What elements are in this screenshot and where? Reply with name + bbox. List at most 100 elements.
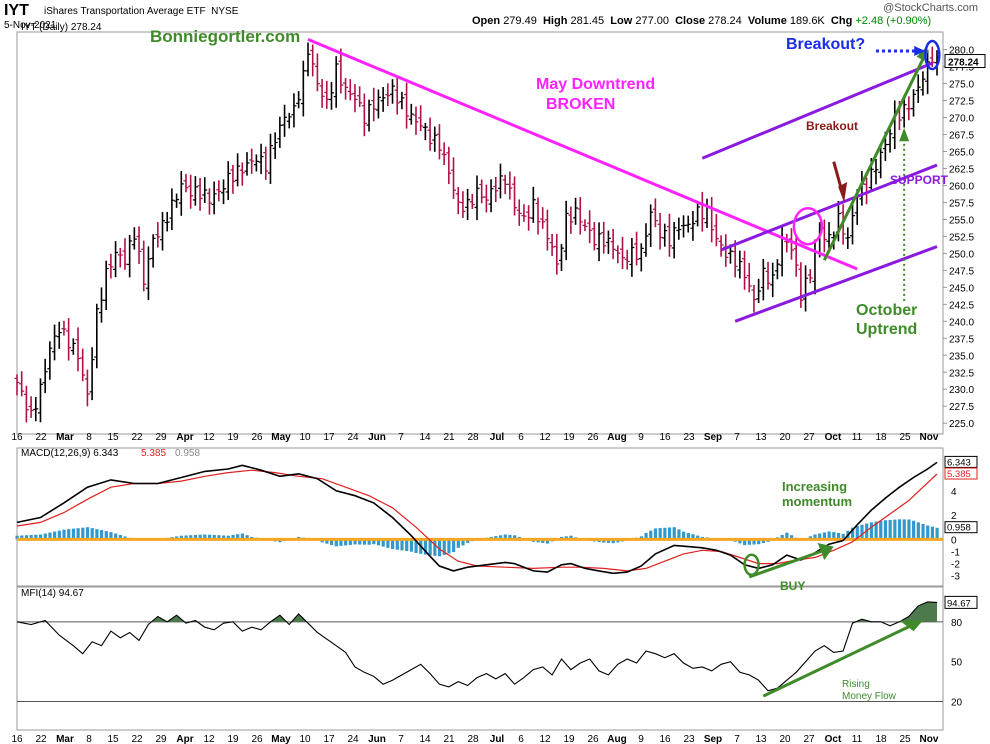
chart-date: 5-Nov-2021 xyxy=(4,20,57,31)
macd-histogram-bar xyxy=(203,534,207,540)
macd-histogram-bar xyxy=(658,528,662,540)
x-tick-label-bottom: Nov xyxy=(920,734,939,744)
annotation-money-flow: Money Flow xyxy=(842,691,896,702)
macd-histogram-bar xyxy=(85,527,90,540)
macd-histogram-bar xyxy=(907,519,911,540)
x-tick-label: 13 xyxy=(755,432,767,443)
x-tick-label: Oct xyxy=(825,432,842,443)
macd-histogram-bar xyxy=(663,527,667,540)
macd-histogram-bar xyxy=(874,521,878,540)
x-tick-label-bottom: 7 xyxy=(398,734,404,744)
macd-histogram-bar xyxy=(855,525,859,540)
x-tick-label-bottom: 26 xyxy=(251,734,263,744)
x-tick-label-bottom: 8 xyxy=(86,734,92,744)
high-label: High xyxy=(542,15,568,27)
macd-histogram-bar xyxy=(818,533,822,540)
annotation-breakout-question: Breakout? xyxy=(786,36,866,53)
macd-histogram-bar xyxy=(564,536,568,540)
price-y-tick-label: 250.0 xyxy=(949,249,974,260)
x-tick-label-bottom: 13 xyxy=(755,734,767,744)
macd-histogram-bar xyxy=(48,532,52,540)
last-price-box xyxy=(944,54,986,69)
macd-histogram-bar xyxy=(358,539,362,545)
macd-histogram-bar xyxy=(503,534,507,540)
macd-histogram-bar xyxy=(236,534,240,540)
momentum-arrowhead xyxy=(817,542,834,560)
macd-histogram-bar xyxy=(761,539,766,543)
volume-value: 189.6K xyxy=(789,15,825,27)
macd-histogram-bar xyxy=(785,532,789,540)
x-tick-label-bottom: 20 xyxy=(779,734,791,744)
macd-histogram-bar xyxy=(611,539,615,544)
annotation-increasing: Increasing xyxy=(782,479,848,494)
macd-histogram-bar xyxy=(76,528,80,540)
x-tick-label: Sep xyxy=(704,432,722,443)
volume-label: Volume xyxy=(747,15,787,27)
macd-histogram-bar xyxy=(376,539,381,546)
x-tick-label: 12 xyxy=(203,432,215,443)
macd-histogram-bar xyxy=(912,520,916,540)
october-uptrend-line xyxy=(823,48,929,261)
macd-histogram-bar xyxy=(827,531,831,540)
x-tick-label: 17 xyxy=(323,432,335,443)
macd-histogram-bar xyxy=(893,519,897,540)
macd-histogram-bar xyxy=(747,539,751,545)
x-tick-label: 23 xyxy=(683,432,695,443)
x-tick-label-bottom: 19 xyxy=(563,734,575,744)
macd-histogram-bar xyxy=(452,539,456,553)
annotation-uptrend: Uptrend xyxy=(856,321,918,338)
macd-histogram-bar xyxy=(423,539,428,555)
macd-histogram-bar xyxy=(545,539,550,544)
macd-histogram-bar xyxy=(921,523,925,540)
support-arrowhead xyxy=(899,127,910,142)
x-tick-label-bottom: 15 xyxy=(107,734,119,744)
macd-histogram-bar xyxy=(433,539,437,556)
price-y-tick-label: 272.5 xyxy=(949,97,974,108)
macd-histogram-bar xyxy=(34,534,38,540)
price-y-tick-label: 225.0 xyxy=(949,419,974,430)
macd-histogram-bar xyxy=(353,539,357,545)
macd-histogram-bar xyxy=(189,535,193,540)
macd-histogram-bar xyxy=(386,539,390,548)
macd-histogram-bar xyxy=(860,524,864,540)
annotation-breakout: Breakout xyxy=(806,119,859,133)
x-tick-label-bottom: 24 xyxy=(347,734,359,744)
macd-histogram-bar xyxy=(916,522,920,540)
x-tick-label-bottom: 22 xyxy=(131,734,143,744)
x-tick-label: 10 xyxy=(299,432,311,443)
macd-histogram-bar xyxy=(832,532,836,540)
macd-histogram-bar xyxy=(437,539,442,557)
macd-value-label: 5.385 xyxy=(947,469,971,480)
macd-histogram-bar xyxy=(193,534,198,540)
macd-histogram-bar xyxy=(67,529,71,540)
chg-value: +2.48 (+0.90%) xyxy=(855,15,932,27)
x-tick-label-bottom: 28 xyxy=(467,734,479,744)
price-y-tick-label: 277.5 xyxy=(949,63,974,74)
macd-histogram-bar xyxy=(780,534,784,540)
macd-y-tick-label: 2 xyxy=(951,511,957,522)
price-y-tick-label: 232.5 xyxy=(949,368,974,379)
macd-histogram xyxy=(15,519,939,557)
symbol: IYT xyxy=(4,2,29,19)
x-tick-label-bottom: Mar xyxy=(56,734,74,744)
x-tick-label: 16 xyxy=(11,432,23,443)
money-flow-arrowhead xyxy=(899,620,923,632)
macd-histogram-bar xyxy=(81,527,85,540)
x-tick-label-bottom: 27 xyxy=(803,734,815,744)
macd-histogram-bar xyxy=(682,531,686,540)
macd-signal-value: 5.385 xyxy=(141,448,166,459)
macd-histogram-bar xyxy=(447,539,451,554)
fund-name: iShares Transportation Average ETF NYSE xyxy=(44,6,238,17)
macd-signal-line xyxy=(16,469,938,572)
macd-histogram-bar xyxy=(456,539,460,548)
x-tick-label-bottom: 26 xyxy=(587,734,599,744)
x-tick-label-bottom: 11 xyxy=(852,734,863,744)
macd-value-box xyxy=(944,521,978,534)
low-label: Low xyxy=(610,15,633,27)
annotation-october: October xyxy=(856,302,918,319)
macd-histogram-bar xyxy=(513,535,517,540)
macd-histogram-bar xyxy=(207,534,212,540)
macd-histogram-bar xyxy=(888,519,892,540)
annotation-site: Bonniegortler.com xyxy=(150,27,301,46)
